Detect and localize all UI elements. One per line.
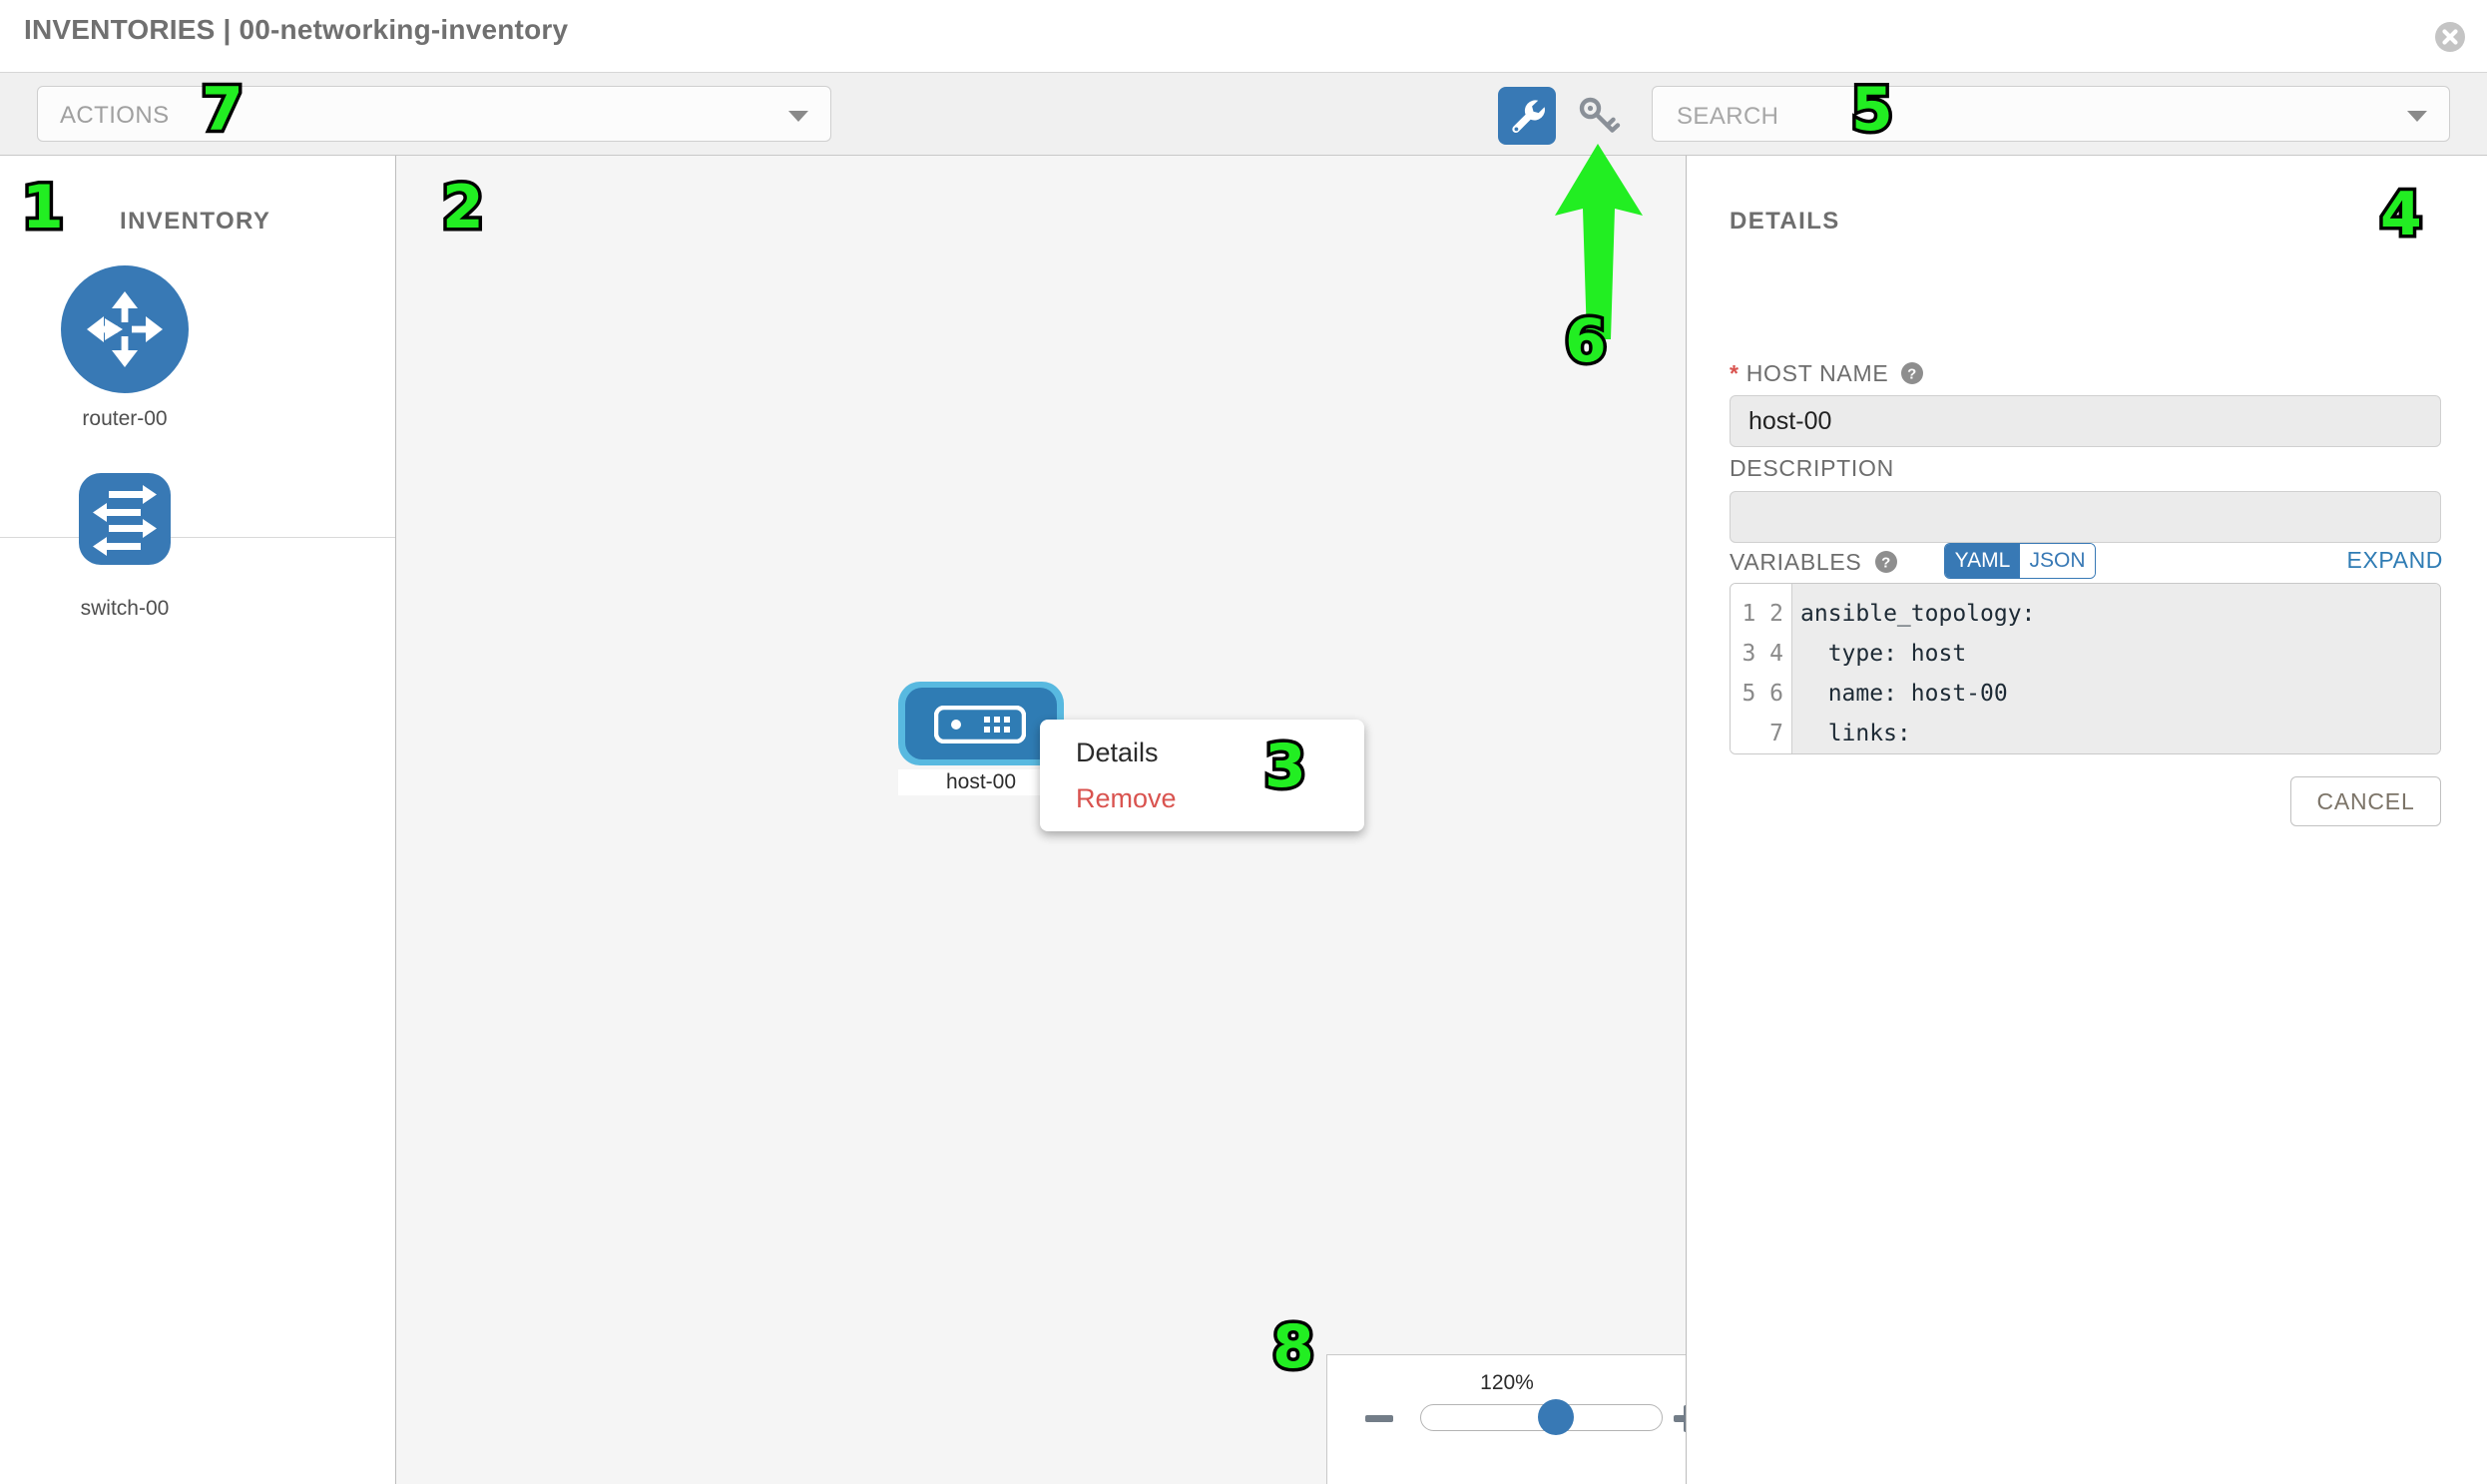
inventory-sidebar: INVENTORY <box>0 156 396 1484</box>
sidebar-divider <box>0 537 395 538</box>
topology-canvas[interactable]: host-00 Details Remove 120% <box>396 156 1687 1484</box>
host-name-field[interactable] <box>1730 395 2441 447</box>
search-input[interactable] <box>1675 102 2317 132</box>
switch-icon <box>30 455 220 588</box>
zoom-out-button[interactable] <box>1365 1415 1393 1422</box>
server-icon <box>933 705 1027 748</box>
node-body <box>905 688 1057 759</box>
context-menu-item-details[interactable]: Details <box>1076 738 1159 767</box>
key-icon[interactable] <box>1574 92 1622 140</box>
svg-text:?: ? <box>1908 366 1918 383</box>
page-title: INVENTORIES | 00-networking-inventory <box>24 14 569 45</box>
context-menu-item-remove[interactable]: Remove <box>1076 783 1177 813</box>
router-icon <box>30 265 220 398</box>
format-toggle-yaml[interactable]: YAML <box>1945 544 2020 578</box>
question-circle-icon[interactable]: ? <box>1901 362 1924 389</box>
chevron-down-icon <box>788 111 808 122</box>
variables-label-text: VARIABLES <box>1730 549 1862 575</box>
code-content[interactable]: ansible_topology: type: host name: host-… <box>1792 584 2440 753</box>
description-label: DESCRIPTION <box>1730 455 1894 481</box>
variables-format-toggle[interactable]: YAML JSON <box>1944 543 2096 579</box>
window-title-bar: INVENTORIES | 00-networking-inventory <box>0 0 2487 72</box>
details-heading: DETAILS <box>1730 208 1840 235</box>
host-name-label-text: HOST NAME <box>1745 360 1889 386</box>
required-marker: * <box>1730 360 1740 386</box>
expand-link[interactable]: EXPAND <box>2346 547 2443 573</box>
node-context-menu: Details Remove <box>1040 720 1364 831</box>
topology-node-host-00[interactable]: host-00 <box>898 682 1064 799</box>
zoom-in-button[interactable] <box>1674 1415 1686 1422</box>
host-name-label: * HOST NAME ? <box>1730 360 1924 390</box>
search-dropdown[interactable] <box>1652 86 2450 142</box>
svg-text:?: ? <box>1881 555 1891 572</box>
sidebar-heading: INVENTORY <box>120 208 271 235</box>
zoom-in-button-vertical[interactable] <box>1684 1405 1686 1432</box>
cancel-button[interactable]: CANCEL <box>2290 776 2441 826</box>
details-panel: DETAILS * HOST NAME ? DESCRIPTION VARIAB… <box>1688 156 2487 1484</box>
sidebar-item-switch-00[interactable]: switch-00 <box>30 455 220 621</box>
toolbar: ACTIONS <box>0 72 2487 156</box>
close-icon[interactable] <box>2435 22 2465 52</box>
variables-label: VARIABLES ? <box>1730 549 1897 579</box>
sidebar-item-label: router-00 <box>82 407 168 430</box>
zoom-percent-label: 120% <box>1480 1371 1534 1394</box>
wrench-icon[interactable] <box>1498 87 1556 145</box>
zoom-control-panel: 120% <box>1326 1354 1686 1484</box>
question-circle-icon[interactable]: ? <box>1874 551 1897 578</box>
sidebar-item-label: switch-00 <box>80 597 170 620</box>
sidebar-item-router-00[interactable]: router-00 <box>30 265 220 431</box>
variables-code-editor[interactable]: 1 2 3 4 5 6 7 ansible_topology: type: ho… <box>1730 583 2441 754</box>
zoom-slider-thumb[interactable] <box>1538 1399 1574 1435</box>
actions-dropdown-label: ACTIONS <box>60 102 170 129</box>
actions-dropdown[interactable]: ACTIONS <box>37 86 831 142</box>
description-field[interactable] <box>1730 491 2441 543</box>
chevron-down-icon <box>2407 111 2427 122</box>
format-toggle-json[interactable]: JSON <box>2020 544 2095 578</box>
code-line-numbers: 1 2 3 4 5 6 7 <box>1731 584 1792 753</box>
node-label: host-00 <box>898 769 1064 795</box>
